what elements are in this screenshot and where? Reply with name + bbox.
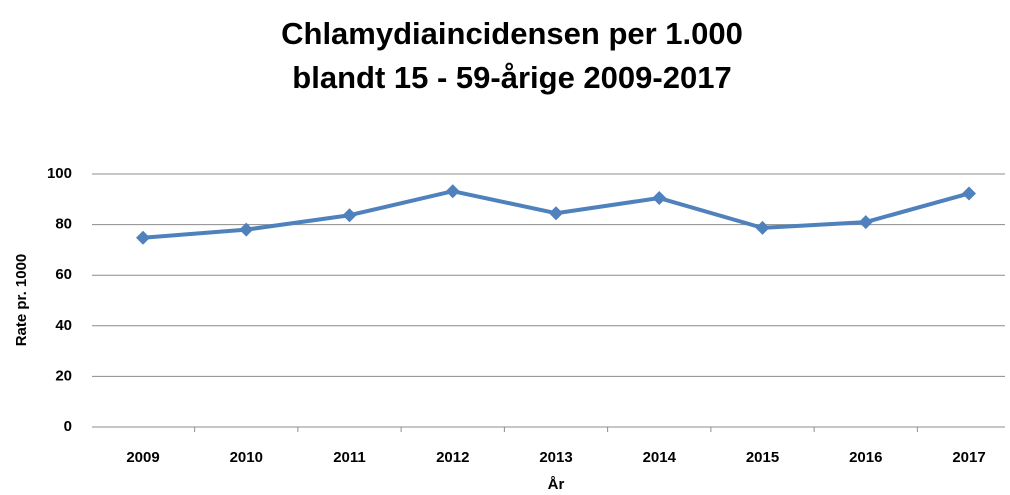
x-tick-label: 2012 — [436, 449, 469, 466]
y-tick-label: 40 — [55, 317, 72, 334]
data-point — [342, 208, 357, 223]
data-point — [549, 206, 563, 221]
data-point — [136, 230, 150, 245]
data-point — [858, 215, 873, 230]
x-tick-label: 2014 — [643, 449, 677, 466]
x-tick-label: 2013 — [539, 449, 572, 466]
y-axis-label: Rate pr. 1000 — [13, 254, 30, 347]
chart-title: Chlamydiaincidensen per 1.000 — [281, 16, 743, 51]
chart-title: blandt 15 - 59-årige 2009-2017 — [292, 60, 731, 95]
data-point — [652, 191, 667, 206]
x-tick-label: 2016 — [849, 449, 882, 466]
data-point — [962, 186, 976, 201]
y-tick-label: 80 — [55, 216, 72, 233]
x-tick-label: 2009 — [126, 449, 159, 466]
data-point — [755, 220, 770, 235]
x-axis-label: År — [548, 476, 565, 493]
y-tick-label: 0 — [64, 418, 72, 435]
data-point — [239, 222, 254, 237]
x-tick-label: 2015 — [746, 449, 779, 466]
y-tick-label: 60 — [55, 266, 72, 283]
x-tick-label: 2010 — [230, 449, 263, 466]
data-point — [445, 184, 460, 199]
x-tick-label: 2011 — [333, 449, 366, 466]
y-tick-label: 100 — [47, 165, 72, 182]
y-tick-label: 20 — [55, 367, 72, 384]
x-tick-label: 2017 — [952, 449, 985, 466]
